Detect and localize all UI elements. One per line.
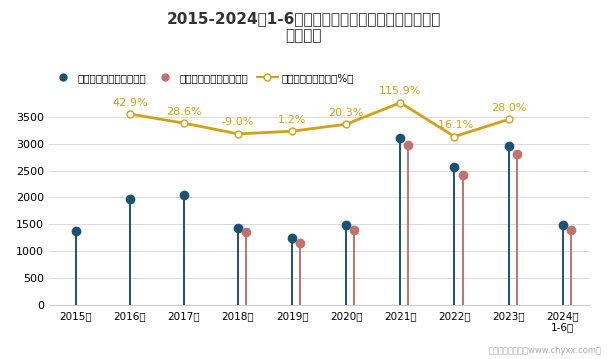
Text: 2015-2024年1-6月有色金属冶炼和压延加工业企业利
润统计图: 2015-2024年1-6月有色金属冶炼和压延加工业企业利 润统计图 bbox=[167, 11, 441, 43]
Text: -16.1%: -16.1% bbox=[435, 120, 474, 130]
Legend: 利润总额累计值（亿元）, 营业利润累计值（亿元）, 利润总额累计增长（%）: 利润总额累计值（亿元）, 营业利润累计值（亿元）, 利润总额累计增长（%） bbox=[49, 69, 358, 87]
Text: 42.9%: 42.9% bbox=[112, 98, 148, 108]
Text: 制图：智研咨询（www.chyxx.com）: 制图：智研咨询（www.chyxx.com） bbox=[489, 346, 602, 355]
Text: 20.3%: 20.3% bbox=[328, 108, 364, 118]
Text: 28.0%: 28.0% bbox=[491, 103, 527, 113]
Text: 28.6%: 28.6% bbox=[166, 107, 202, 117]
Text: 115.9%: 115.9% bbox=[379, 86, 421, 95]
Text: 1.2%: 1.2% bbox=[278, 115, 306, 125]
Text: -9.0%: -9.0% bbox=[222, 117, 254, 127]
